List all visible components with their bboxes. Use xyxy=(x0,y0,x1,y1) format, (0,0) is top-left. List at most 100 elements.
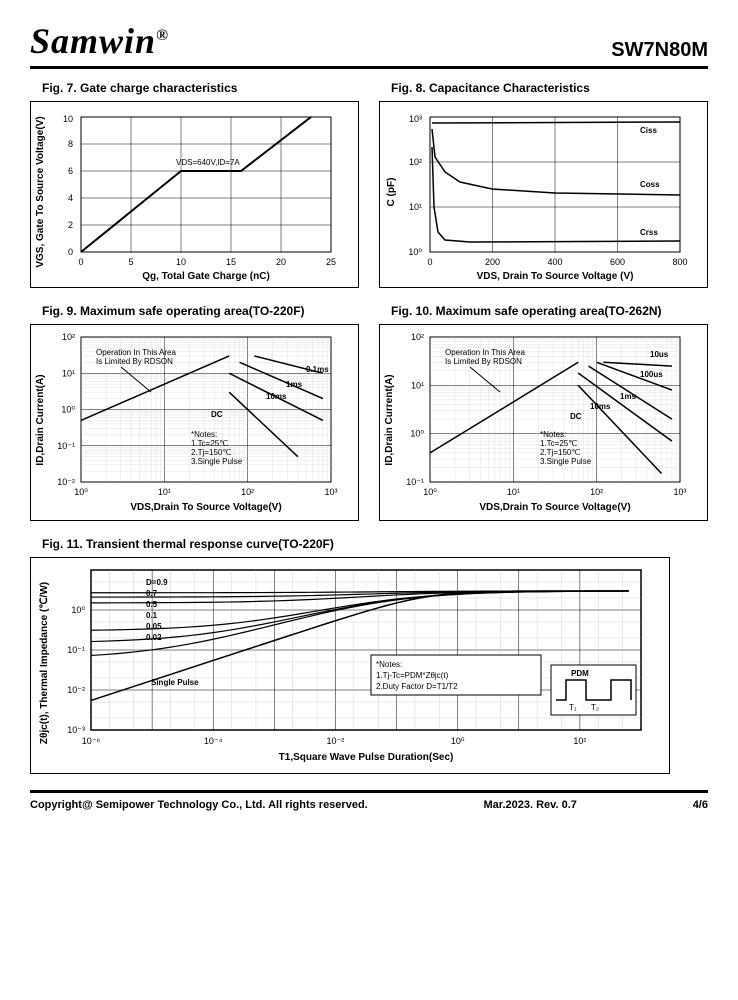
svg-text:Operation In This AreaIs Limit: Operation In This AreaIs Limited By RDSO… xyxy=(445,348,525,366)
fig8-block: Fig. 8. Capacitance Characteristics xyxy=(379,81,708,288)
svg-text:0.1: 0.1 xyxy=(146,611,158,620)
fig9-chart: 0.1ms1ms10msDCOperation In This AreaIs L… xyxy=(30,324,359,521)
svg-text:10²: 10² xyxy=(411,332,424,342)
revision-text: Mar.2023. Rev. 0.7 xyxy=(484,799,577,811)
svg-text:200: 200 xyxy=(485,257,500,267)
fig8-ylabel: C (pF) xyxy=(386,178,397,207)
svg-text:10²: 10² xyxy=(573,736,586,746)
svg-text:800: 800 xyxy=(672,257,687,267)
page-footer: Copyright@ Semipower Technology Co., Ltd… xyxy=(30,790,708,811)
svg-text:15: 15 xyxy=(226,257,236,267)
chart-row-2: Fig. 9. Maximum safe operating area(TO-2… xyxy=(30,304,708,521)
svg-text:10⁻⁴: 10⁻⁴ xyxy=(204,736,223,746)
svg-text:10⁻³: 10⁻³ xyxy=(67,725,85,735)
svg-text:10²: 10² xyxy=(590,487,603,497)
svg-text:4: 4 xyxy=(68,193,73,203)
svg-text:ID,Drain Current(A): ID,Drain Current(A) xyxy=(35,374,46,465)
svg-text:*Notes:1.Tc=25℃2.Tj=150℃3.Sing: *Notes:1.Tc=25℃2.Tj=150℃3.Single Pulse xyxy=(540,430,592,466)
svg-text:10⁻²: 10⁻² xyxy=(327,736,345,746)
copyright-text: Copyright@ Semipower Technology Co., Ltd… xyxy=(30,799,368,811)
svg-text:0: 0 xyxy=(427,257,432,267)
chart-row-1: Fig. 7. Gate charge characteristics xyxy=(30,81,708,288)
coss-label: Coss xyxy=(640,180,660,189)
fig10-title: Fig. 10. Maximum safe operating area(TO-… xyxy=(379,304,708,318)
svg-text:2: 2 xyxy=(68,220,73,230)
svg-text:DC: DC xyxy=(570,412,582,421)
svg-text:T1,Square Wave Pulse Duration(: T1,Square Wave Pulse Duration(Sec) xyxy=(279,752,454,763)
brand-text: Samwin xyxy=(30,21,156,61)
svg-text:10⁰: 10⁰ xyxy=(451,736,465,746)
svg-text:10⁰: 10⁰ xyxy=(408,247,422,257)
fig8-chart: Ciss Coss Crss 0 200 400 600 800 10⁰ xyxy=(379,101,708,288)
svg-text:10³: 10³ xyxy=(409,114,422,124)
svg-text:T₂: T₂ xyxy=(591,703,599,712)
fig7-title: Fig. 7. Gate charge characteristics xyxy=(30,81,359,95)
crss-label: Crss xyxy=(640,228,658,237)
fig7-ylabel: VGS, Gate To Source Voltage(V) xyxy=(35,116,46,267)
svg-text:10⁻¹: 10⁻¹ xyxy=(67,645,85,655)
datasheet-page: Samwin® SW7N80M Fig. 7. Gate charge char… xyxy=(0,0,738,831)
svg-text:10⁻²: 10⁻² xyxy=(67,685,85,695)
svg-text:10²: 10² xyxy=(241,487,254,497)
svg-text:10¹: 10¹ xyxy=(409,202,422,212)
svg-text:10⁰: 10⁰ xyxy=(74,487,88,497)
svg-text:10: 10 xyxy=(63,114,73,124)
fig7-anno: VDS=640V,ID=7A xyxy=(176,158,240,167)
svg-text:DC: DC xyxy=(211,410,223,419)
svg-text:0.1ms: 0.1ms xyxy=(306,365,329,374)
fig7-chart: VDS=640V,ID=7A 0 5 10 15 20 25 0 2 4 6 8 xyxy=(30,101,359,288)
svg-text:10¹: 10¹ xyxy=(411,380,424,390)
svg-text:10³: 10³ xyxy=(673,487,686,497)
fig10-chart: 10us 100us 1ms 10ms DC Operation In This Area… xyxy=(379,324,708,521)
svg-text:400: 400 xyxy=(547,257,562,267)
svg-text:10⁻²: 10⁻² xyxy=(57,477,75,487)
ciss-label: Ciss xyxy=(640,126,657,135)
page-header: Samwin® SW7N80M xyxy=(30,20,708,69)
svg-text:10⁻¹: 10⁻¹ xyxy=(406,477,424,487)
svg-text:10⁰: 10⁰ xyxy=(71,605,85,615)
fig11-title: Fig. 11. Transient thermal response curv… xyxy=(30,537,708,551)
svg-text:10us: 10us xyxy=(650,350,669,359)
svg-text:10ms: 10ms xyxy=(266,392,287,401)
fig9-block: Fig. 9. Maximum safe operating area(TO-2… xyxy=(30,304,359,521)
svg-text:10¹: 10¹ xyxy=(158,487,171,497)
fig7-xlabel: Qg, Total Gate Charge (nC) xyxy=(142,271,270,282)
fig8-title: Fig. 8. Capacitance Characteristics xyxy=(379,81,708,95)
fig10-block: Fig. 10. Maximum safe operating area(TO-… xyxy=(379,304,708,521)
svg-text:ID,Drain Current(A): ID,Drain Current(A) xyxy=(384,374,395,465)
svg-text:20: 20 xyxy=(276,257,286,267)
svg-text:10ms: 10ms xyxy=(590,402,611,411)
fig11-block: Fig. 11. Transient thermal response curv… xyxy=(30,537,708,774)
svg-text:10⁰: 10⁰ xyxy=(410,429,424,439)
svg-text:10⁻¹: 10⁻¹ xyxy=(57,441,75,451)
svg-text:100us: 100us xyxy=(640,370,663,379)
svg-text:10²: 10² xyxy=(62,332,75,342)
svg-text:0: 0 xyxy=(68,247,73,257)
svg-text:5: 5 xyxy=(128,257,133,267)
svg-text:0: 0 xyxy=(78,257,83,267)
fig11-chart: D=0.90.70.50.10.050.02Single Pulse*Notes… xyxy=(30,557,670,774)
svg-text:0.5: 0.5 xyxy=(146,600,158,609)
svg-text:10¹: 10¹ xyxy=(62,368,75,378)
fig8-xlabel: VDS, Drain To Source Voltage (V) xyxy=(477,271,634,282)
svg-text:10¹: 10¹ xyxy=(507,487,520,497)
svg-text:600: 600 xyxy=(610,257,625,267)
svg-text:6: 6 xyxy=(68,166,73,176)
svg-text:10²: 10² xyxy=(409,157,422,167)
svg-text:VDS,Drain To Source Voltage(V): VDS,Drain To Source Voltage(V) xyxy=(479,502,630,513)
svg-text:PDM: PDM xyxy=(571,669,589,678)
brand-logo: Samwin® xyxy=(30,20,169,62)
svg-text:1ms: 1ms xyxy=(620,392,637,401)
svg-text:0.7: 0.7 xyxy=(146,589,158,598)
part-number: SW7N80M xyxy=(611,39,708,62)
svg-text:*Notes:1.Tc=25℃2.Tj=150℃3.Sing: *Notes:1.Tc=25℃2.Tj=150℃3.Single Pulse xyxy=(191,430,243,466)
svg-text:10: 10 xyxy=(176,257,186,267)
svg-text:0.05: 0.05 xyxy=(146,622,162,631)
svg-text:Zθjc(t), Thermal Impedance (℃/: Zθjc(t), Thermal Impedance (℃/W) xyxy=(39,582,50,744)
svg-text:25: 25 xyxy=(326,257,336,267)
svg-text:10³: 10³ xyxy=(324,487,337,497)
svg-text:Operation In This AreaIs Limit: Operation In This AreaIs Limited By RDSO… xyxy=(96,348,176,366)
svg-text:10⁰: 10⁰ xyxy=(61,405,75,415)
reg-mark: ® xyxy=(156,27,169,44)
svg-text:VDS,Drain To Source Voltage(V): VDS,Drain To Source Voltage(V) xyxy=(130,502,281,513)
